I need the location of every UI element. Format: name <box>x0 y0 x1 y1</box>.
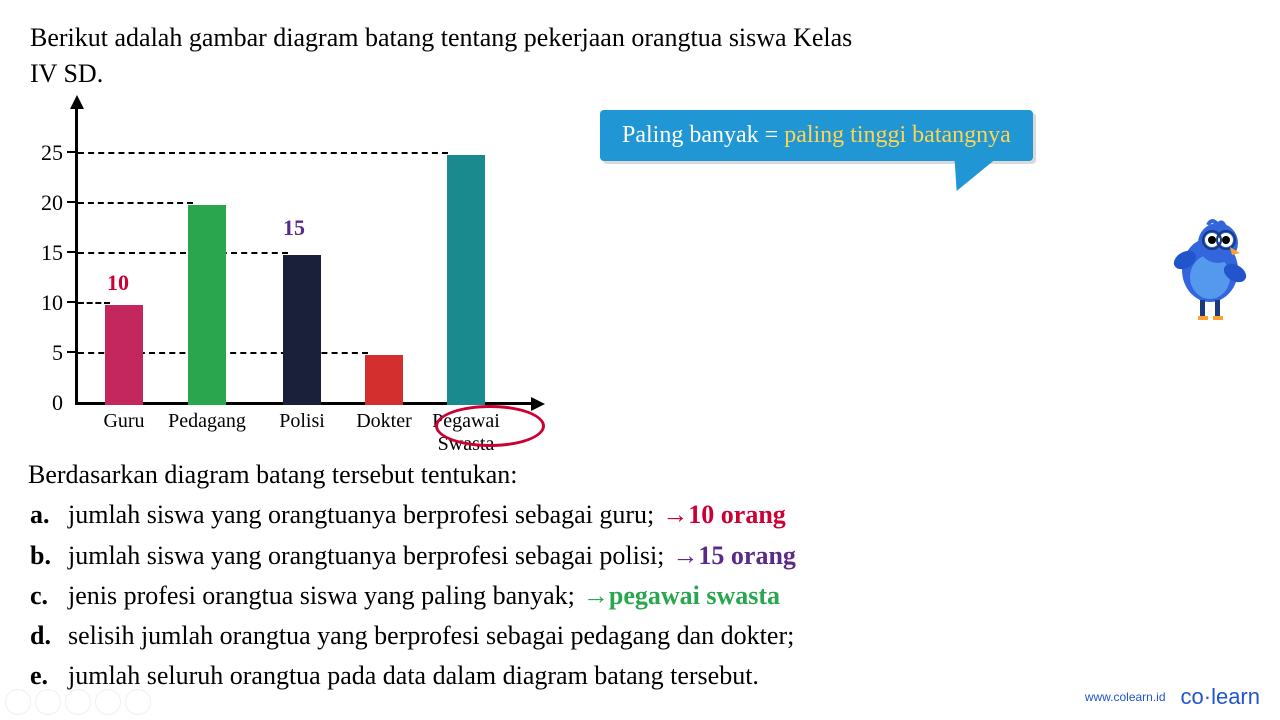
question-row: d.selisih jumlah orangtua yang berprofes… <box>30 616 796 656</box>
handwritten-annotation: 15 <box>283 215 305 241</box>
y-tick <box>67 351 77 353</box>
question-letter: c. <box>30 576 68 616</box>
handwritten-answer: →pegawai swasta <box>583 581 780 610</box>
handwritten-answer: →15 orang <box>672 541 796 570</box>
question-row: b.jumlah siswa yang orangtuanya berprofe… <box>30 536 796 576</box>
bar-label: Pedagang <box>162 410 252 433</box>
bar-dokter <box>365 355 403 405</box>
bubble-highlight: paling tinggi batangnya <box>784 122 1011 148</box>
intro-text: Berikut adalah gambar diagram batang ten… <box>0 0 1280 98</box>
y-label: 10 <box>25 290 63 316</box>
intro-line2: IV SD. <box>30 59 103 88</box>
question-intro: Berdasarkan diagram batang tersebut tent… <box>28 455 796 495</box>
y-tick <box>67 151 77 153</box>
question-row: a.jumlah siswa yang orangtuanya berprofe… <box>30 495 796 535</box>
bar-pedagang <box>188 205 226 405</box>
footer-logo: co·learn <box>1181 684 1260 710</box>
play-button[interactable] <box>35 689 61 715</box>
question-text: jumlah seluruh orangtua pada data dalam … <box>68 656 759 696</box>
y-tick <box>67 301 77 303</box>
y-tick <box>67 201 77 203</box>
footer: www.colearn.id co·learn <box>1085 684 1260 710</box>
bar-label: Guru <box>94 410 154 433</box>
bar-chart: 0510152025GuruPedagangPolisiDokterPegawa… <box>25 95 545 455</box>
handwritten-answer: →10 orang <box>662 500 786 529</box>
more-button[interactable] <box>125 689 151 715</box>
bubble-prefix: Paling banyak = <box>622 122 784 148</box>
bar-label: Dokter <box>349 410 419 433</box>
y-label: 15 <box>25 240 63 266</box>
question-row: c.jenis profesi orangtua siswa yang pali… <box>30 576 796 616</box>
question-text: jenis profesi orangtua siswa yang paling… <box>68 576 780 616</box>
questions-section: Berdasarkan diagram batang tersebut tent… <box>30 455 796 697</box>
question-text: jumlah siswa yang orangtuanya berprofesi… <box>68 536 796 576</box>
y-label: 5 <box>25 340 63 366</box>
bar-label: Polisi <box>267 410 337 433</box>
handwritten-annotation: 10 <box>107 270 129 296</box>
question-letter: d. <box>30 616 68 656</box>
speech-bubble: Paling banyak = paling tinggi batangnya <box>600 110 1033 161</box>
grid-line <box>78 152 448 154</box>
question-letter: b. <box>30 536 68 576</box>
player-controls <box>5 689 151 715</box>
circle-highlight <box>435 405 545 447</box>
grid-line <box>78 302 110 304</box>
y-label: 0 <box>25 390 63 416</box>
question-text: selisih jumlah orangtua yang berprofesi … <box>68 616 794 656</box>
grid-line <box>78 252 288 254</box>
bar-pegawai-swasta <box>447 155 485 405</box>
intro-line1: Berikut adalah gambar diagram batang ten… <box>30 23 852 52</box>
y-label: 20 <box>25 190 63 216</box>
y-label: 25 <box>25 140 63 166</box>
prev-button[interactable] <box>5 689 31 715</box>
bar-polisi <box>283 255 321 405</box>
zoom-button[interactable] <box>95 689 121 715</box>
question-letter: a. <box>30 495 68 535</box>
edit-button[interactable] <box>65 689 91 715</box>
y-axis <box>75 105 78 405</box>
y-tick <box>67 251 77 253</box>
question-text: jumlah siswa yang orangtuanya berprofesi… <box>68 495 786 535</box>
grid-line <box>78 202 193 204</box>
mascot-bird-icon <box>1160 215 1260 330</box>
bar-guru <box>105 305 143 405</box>
footer-url: www.colearn.id <box>1085 690 1166 704</box>
